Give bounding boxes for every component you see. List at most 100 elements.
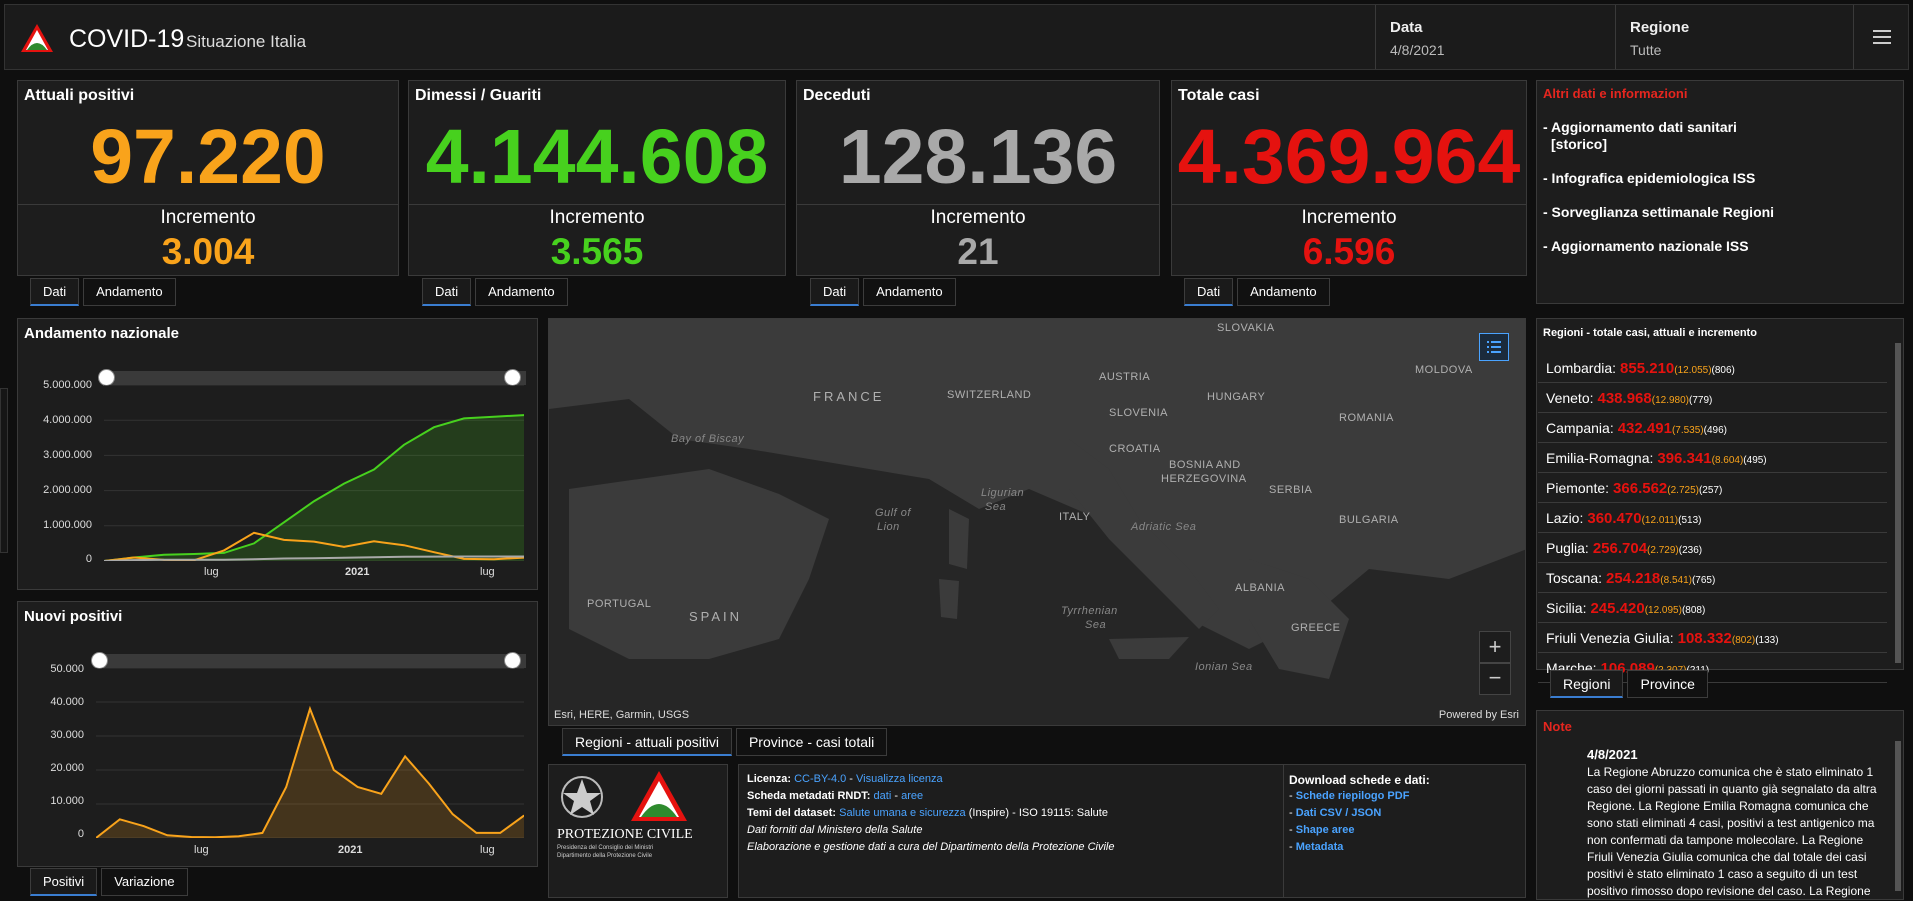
x-tick: lug [480,566,495,578]
tab-province-casi-totali[interactable]: Province - casi totali [735,728,888,756]
range-slider-handle-left[interactable] [98,369,115,386]
data-point [283,557,285,560]
link-aggiornamento-dati[interactable]: - Aggiornamento dati sanitari [1543,119,1737,135]
data-point [433,551,435,553]
card-value: 4.144.608 [425,114,769,200]
data-point [163,553,165,556]
link-sorveglianza[interactable]: - Sorveglianza settimanale Regioni [1543,204,1775,220]
tab-dati[interactable]: Dati [810,278,860,306]
region-row[interactable]: Puglia: 256.704(2.729)(236) [1538,533,1887,563]
link-storico[interactable]: [storico] [1551,136,1607,152]
chart2-plot [96,668,524,838]
data-point [403,444,405,446]
tab-dati[interactable]: Dati [30,278,80,306]
region-attuali: (2.725) [1667,485,1699,496]
range-slider-handle-right[interactable] [504,652,521,669]
map-label: PORTUGAL [587,598,652,610]
range-slider-handle-left[interactable] [91,652,108,669]
region-entry: Veneto: 438.968(12.980)(779) [1546,383,1712,416]
notes-title: Note [1543,719,1572,734]
region-total: 432.491 [1617,420,1672,437]
region-name: Campania: [1546,420,1614,436]
metadata-dati-link[interactable]: dati [873,790,892,802]
region-attuali: (8.604) [1711,455,1744,466]
tab-positivi[interactable]: Positivi [30,868,98,896]
license-link[interactable]: CC-BY-4.0 [794,773,847,785]
link-infografica[interactable]: - Infografica epidemiologica ISS [1543,170,1756,186]
range-slider-track[interactable] [106,371,526,385]
data-point [253,542,255,545]
tab-dati[interactable]: Dati [1184,278,1234,306]
region-row[interactable]: Sicilia: 245.420(12.095)(808) [1538,593,1887,623]
zoom-in-button[interactable]: + [1479,631,1511,663]
data-point [163,559,165,561]
region-total: 245.420 [1590,600,1645,617]
themes-link[interactable]: Salute umana e sicurezza [839,807,966,819]
tab-andamento[interactable]: Andamento [863,278,956,306]
region-row[interactable]: Toscana: 254.218(8.541)(765) [1538,563,1887,593]
tab-andamento[interactable]: Andamento [1237,278,1330,306]
data-point [237,835,240,838]
region-row[interactable]: Lombardia: 855.210(12.055)(806) [1538,353,1887,383]
menu-icon[interactable] [1853,5,1909,69]
data-point [261,832,264,834]
region-row[interactable]: Friuli Venezia Giulia: 108.332(802)(133) [1538,623,1887,653]
card-increment-label: Incremento [160,207,256,228]
tab-dati[interactable]: Dati [422,278,472,306]
data-point [313,540,315,543]
license-panel: Licenza: CC-BY-4.0 - Visualizza licenza … [738,764,1526,898]
range-slider-handle-right[interactable] [504,369,521,386]
region-row[interactable]: Veneto: 438.968(12.980)(779) [1538,383,1887,413]
license-line4: Dati forniti dal Ministero della Salute [747,824,923,836]
metadata-label: Scheda metadati RNDT: [747,790,871,802]
region-entry: Toscana: 254.218(8.541)(765) [1546,563,1715,596]
header-bar: COVID-19 Situazione Italia Data 4/8/2021… [4,4,1909,70]
tab-andamento[interactable]: Andamento [83,278,176,306]
map-label: SPAIN [689,609,743,624]
region-attuali: (12.980) [1651,395,1689,406]
map-label: ITALY [1059,511,1091,523]
map-attribution[interactable]: Esri, HERE, Garmin, USGS [554,709,690,721]
download-csv-link[interactable]: Dati CSV / JSON [1295,807,1382,819]
tab-variazione[interactable]: Variazione [101,868,188,896]
notes-date: 4/8/2021 [1587,747,1638,762]
tab-province[interactable]: Province [1627,670,1708,698]
data-point [373,468,375,471]
scrollbar[interactable] [1895,741,1901,891]
map-view[interactable]: SLOVAKIA MOLDOVA AUSTRIA HUNGARY FRANCE … [548,318,1526,726]
region-entry: Puglia: 256.704(2.729)(236) [1546,533,1702,566]
map-powered-by[interactable]: Powered by Esri [1438,709,1519,721]
data-point [223,552,225,554]
tab-regioni-attuali-positivi[interactable]: Regioni - attuali positivi [562,728,732,756]
download-title: Download schede e dati: [1289,773,1430,787]
region-name: Puglia: [1546,540,1589,556]
data-point [475,832,478,834]
card-increment-label: Incremento [930,207,1026,228]
region-row[interactable]: Campania: 432.491(7.535)(496) [1538,413,1887,443]
region-row[interactable]: Piemonte: 366.562(2.725)(257) [1538,473,1887,503]
side-collapse-handle[interactable] [0,388,8,553]
region-entry: Sicilia: 245.420(12.095)(808) [1546,593,1705,626]
legend-list-icon[interactable] [1479,333,1509,361]
region-row[interactable]: Emilia-Romagna: 396.341(8.604)(495) [1538,443,1887,473]
view-license-link[interactable]: Visualizza licenza [856,773,943,785]
tab-andamento[interactable]: Andamento [475,278,568,306]
region-row[interactable]: Lazio: 360.470(12.011)(513) [1538,503,1887,533]
date-selector[interactable]: Data 4/8/2021 [1375,5,1615,69]
data-point [166,834,169,837]
download-pdf-link[interactable]: Schede riepilogo PDF [1295,790,1410,802]
data-point [193,553,195,555]
link-aggiornamento-iss[interactable]: - Aggiornamento nazionale ISS [1543,238,1749,254]
download-metadata-link[interactable]: Metadata [1295,841,1344,853]
scrollbar[interactable] [1895,343,1901,663]
zoom-out-button[interactable]: − [1479,663,1511,695]
range-slider-track[interactable] [98,654,526,668]
map-label: ALBANIA [1235,582,1285,594]
app-title: COVID-19 [69,25,185,53]
region-total: 855.210 [1620,360,1675,377]
tab-regioni[interactable]: Regioni [1550,670,1624,698]
download-shape-link[interactable]: Shape aree [1295,824,1355,836]
map-label: Sea [985,501,1007,513]
region-selector[interactable]: Regione Tutte [1615,5,1853,69]
metadata-aree-link[interactable]: aree [901,790,924,802]
